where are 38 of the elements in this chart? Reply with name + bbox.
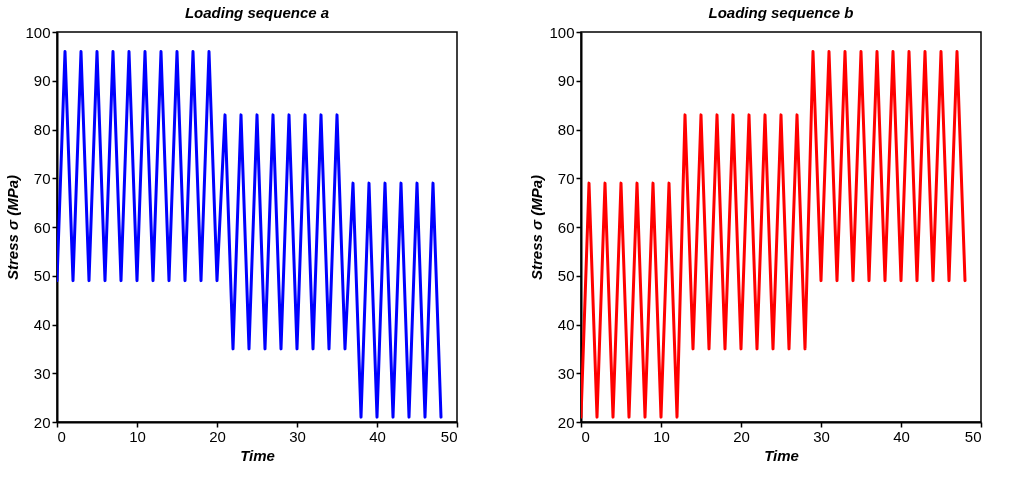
x-axis-title: Time (764, 446, 799, 464)
y-tick-label: 70 (557, 169, 575, 187)
x-tick-label: 50 (964, 427, 982, 445)
y-tick-label: 20 (33, 413, 51, 431)
y-tick-label: 60 (33, 218, 51, 236)
x-tick-label: 40 (369, 427, 386, 445)
x-axis-title: Time (240, 446, 275, 464)
x-tick-label: 10 (129, 427, 146, 445)
line-series (57, 50, 443, 419)
y-tick-label: 30 (557, 364, 575, 382)
y-axis-title: Stress σ (MPa) (4, 175, 22, 280)
x-tick-label: 50 (440, 427, 458, 445)
y-tick-label: 30 (33, 364, 51, 382)
y-tick-label: 90 (33, 72, 51, 90)
y-tick-label: 90 (557, 72, 575, 90)
y-tick-label: 100 (25, 23, 51, 41)
y-axis-title: Stress σ (MPa) (528, 175, 546, 280)
chart-title: Loading sequence b (708, 4, 854, 21)
y-tick-label: 80 (557, 121, 575, 138)
line-series (581, 50, 967, 419)
x-tick-label: 0 (57, 427, 66, 445)
y-tick-label: 40 (33, 316, 51, 333)
x-tick-label: 10 (653, 427, 670, 445)
y-tick-label: 40 (557, 316, 575, 333)
x-tick-label: 40 (893, 427, 910, 445)
chart-title: Loading sequence a (184, 4, 330, 21)
y-tick-label: 50 (33, 267, 51, 285)
y-tick-label: 60 (557, 218, 575, 236)
x-tick-label: 0 (581, 427, 590, 445)
x-tick-label: 30 (289, 427, 306, 445)
y-tick-label: 50 (557, 267, 575, 285)
x-tick-label: 20 (209, 427, 226, 445)
y-tick-label: 70 (33, 169, 51, 187)
y-tick-label: 20 (557, 413, 575, 431)
x-tick-label: 30 (813, 427, 830, 445)
y-tick-label: 100 (549, 23, 575, 41)
x-tick-label: 20 (733, 427, 750, 445)
y-tick-label: 80 (33, 121, 51, 138)
